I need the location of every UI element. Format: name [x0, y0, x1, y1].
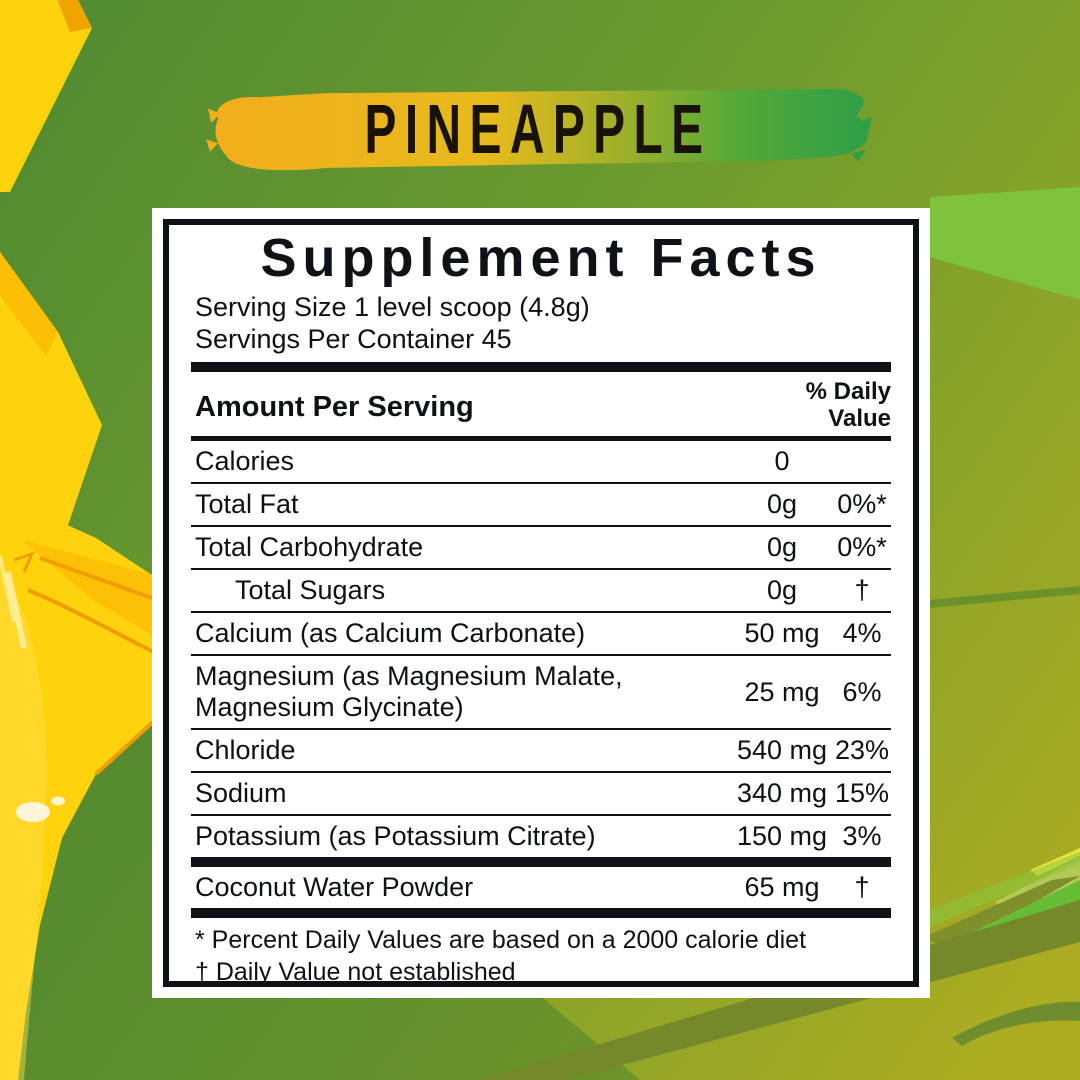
servings-per-container: Servings Per Container 45 — [195, 323, 512, 354]
nutrient-amount: 340 mg — [736, 778, 828, 809]
nutrient-dv: † — [854, 872, 870, 903]
nutrient-amount: 50 mg — [744, 617, 820, 648]
row-total-carbohydrate: Total Carbohydrate 0g 0%* — [191, 527, 891, 570]
divider-medium — [191, 435, 891, 441]
nutrient-name: Sodium — [195, 778, 287, 809]
nutrient-amount: 25 mg — [744, 676, 820, 707]
nutrient-dv: 0%* — [837, 531, 887, 562]
divider-thick-middle — [191, 857, 891, 868]
divider-thick-top — [191, 362, 891, 373]
footnote-dagger: † Daily Value not established — [195, 957, 516, 986]
brush-stroke — [206, 88, 872, 171]
leaf-wedge-top-right — [930, 187, 1080, 300]
nutrient-name: Total Sugars — [235, 574, 386, 605]
nutrient-dv: 23% — [834, 735, 890, 766]
row-sodium: Sodium 340 mg 15% — [191, 773, 891, 817]
row-chloride: Chloride 540 mg 23% — [191, 730, 891, 774]
nutrient-dv: 15% — [834, 778, 890, 809]
row-calcium: Calcium (as Calcium Carbonate) 50 mg 4% — [191, 613, 891, 656]
panel-title: Supplement Facts — [260, 228, 822, 288]
nutrient-name: Potassium (as Potassium Citrate) — [195, 821, 596, 852]
row-coconut-water-powder: Coconut Water Powder 65 mg † — [191, 867, 891, 908]
nutrient-dv: 4% — [842, 617, 882, 648]
nutrient-amount: 0g — [766, 574, 798, 605]
nutrient-dv: † — [854, 574, 870, 605]
pineapple-illustration — [0, 0, 172, 1080]
divider-thick-bottom — [191, 908, 891, 919]
nutrient-name: Coconut Water Powder — [195, 872, 474, 903]
panel-border: Supplement Facts Serving Size 1 level sc… — [163, 219, 919, 987]
nutrient-name: Calories — [195, 445, 295, 476]
daily-value-header: % Daily Value — [805, 378, 891, 433]
nutrient-name: Chloride — [195, 735, 296, 766]
row-magnesium: Magnesium (as Magnesium Malate, Magnesiu… — [191, 656, 891, 731]
nutrient-dv: 0%* — [837, 488, 887, 519]
column-header-row: Amount Per Serving % Daily Value — [191, 372, 891, 436]
nutrient-amount: 0g — [766, 488, 798, 519]
serving-size: Serving Size 1 level scoop (4.8g) — [195, 292, 590, 323]
nutrient-amount: 65 mg — [744, 872, 820, 903]
olive-streak — [922, 876, 1080, 950]
row-total-fat: Total Fat 0g 0%* — [191, 484, 891, 527]
daily-value-header-line2: Value — [828, 404, 891, 432]
flavor-name: PINEAPPLE — [364, 90, 712, 170]
nutrient-amount: 540 mg — [736, 735, 828, 766]
nutrient-dv: 3% — [842, 821, 882, 852]
row-total-sugars: Total Sugars 0g † — [191, 570, 891, 613]
footnote-percent-dv: * Percent Daily Values are based on a 20… — [195, 926, 807, 955]
amount-per-serving-header: Amount Per Serving — [195, 391, 474, 424]
nutrient-name: Magnesium (as Magnesium Malate, Magnesiu… — [195, 661, 623, 723]
row-potassium: Potassium (as Potassium Citrate) 150 mg … — [191, 816, 891, 857]
nutrient-name: Calcium (as Calcium Carbonate) — [195, 617, 586, 648]
footnotes: * Percent Daily Values are based on a 20… — [191, 918, 891, 986]
nutrient-amount: 0g — [766, 531, 798, 562]
leaf-point-bottom-right — [952, 1001, 1080, 1046]
supplement-facts-panel: Supplement Facts Serving Size 1 level sc… — [152, 208, 930, 998]
nutrient-amount: 150 mg — [736, 821, 828, 852]
row-calories: Calories 0 — [191, 441, 891, 484]
nutrient-name: Total Fat — [195, 488, 299, 519]
nutrient-name: Total Carbohydrate — [195, 531, 424, 562]
nutrient-dv: 6% — [842, 676, 882, 707]
leaf-line-right — [928, 586, 1080, 608]
daily-value-header-line1: % Daily — [805, 378, 891, 406]
flavor-banner: PINEAPPLE — [204, 86, 872, 174]
nutrient-amount: 0 — [774, 445, 790, 476]
